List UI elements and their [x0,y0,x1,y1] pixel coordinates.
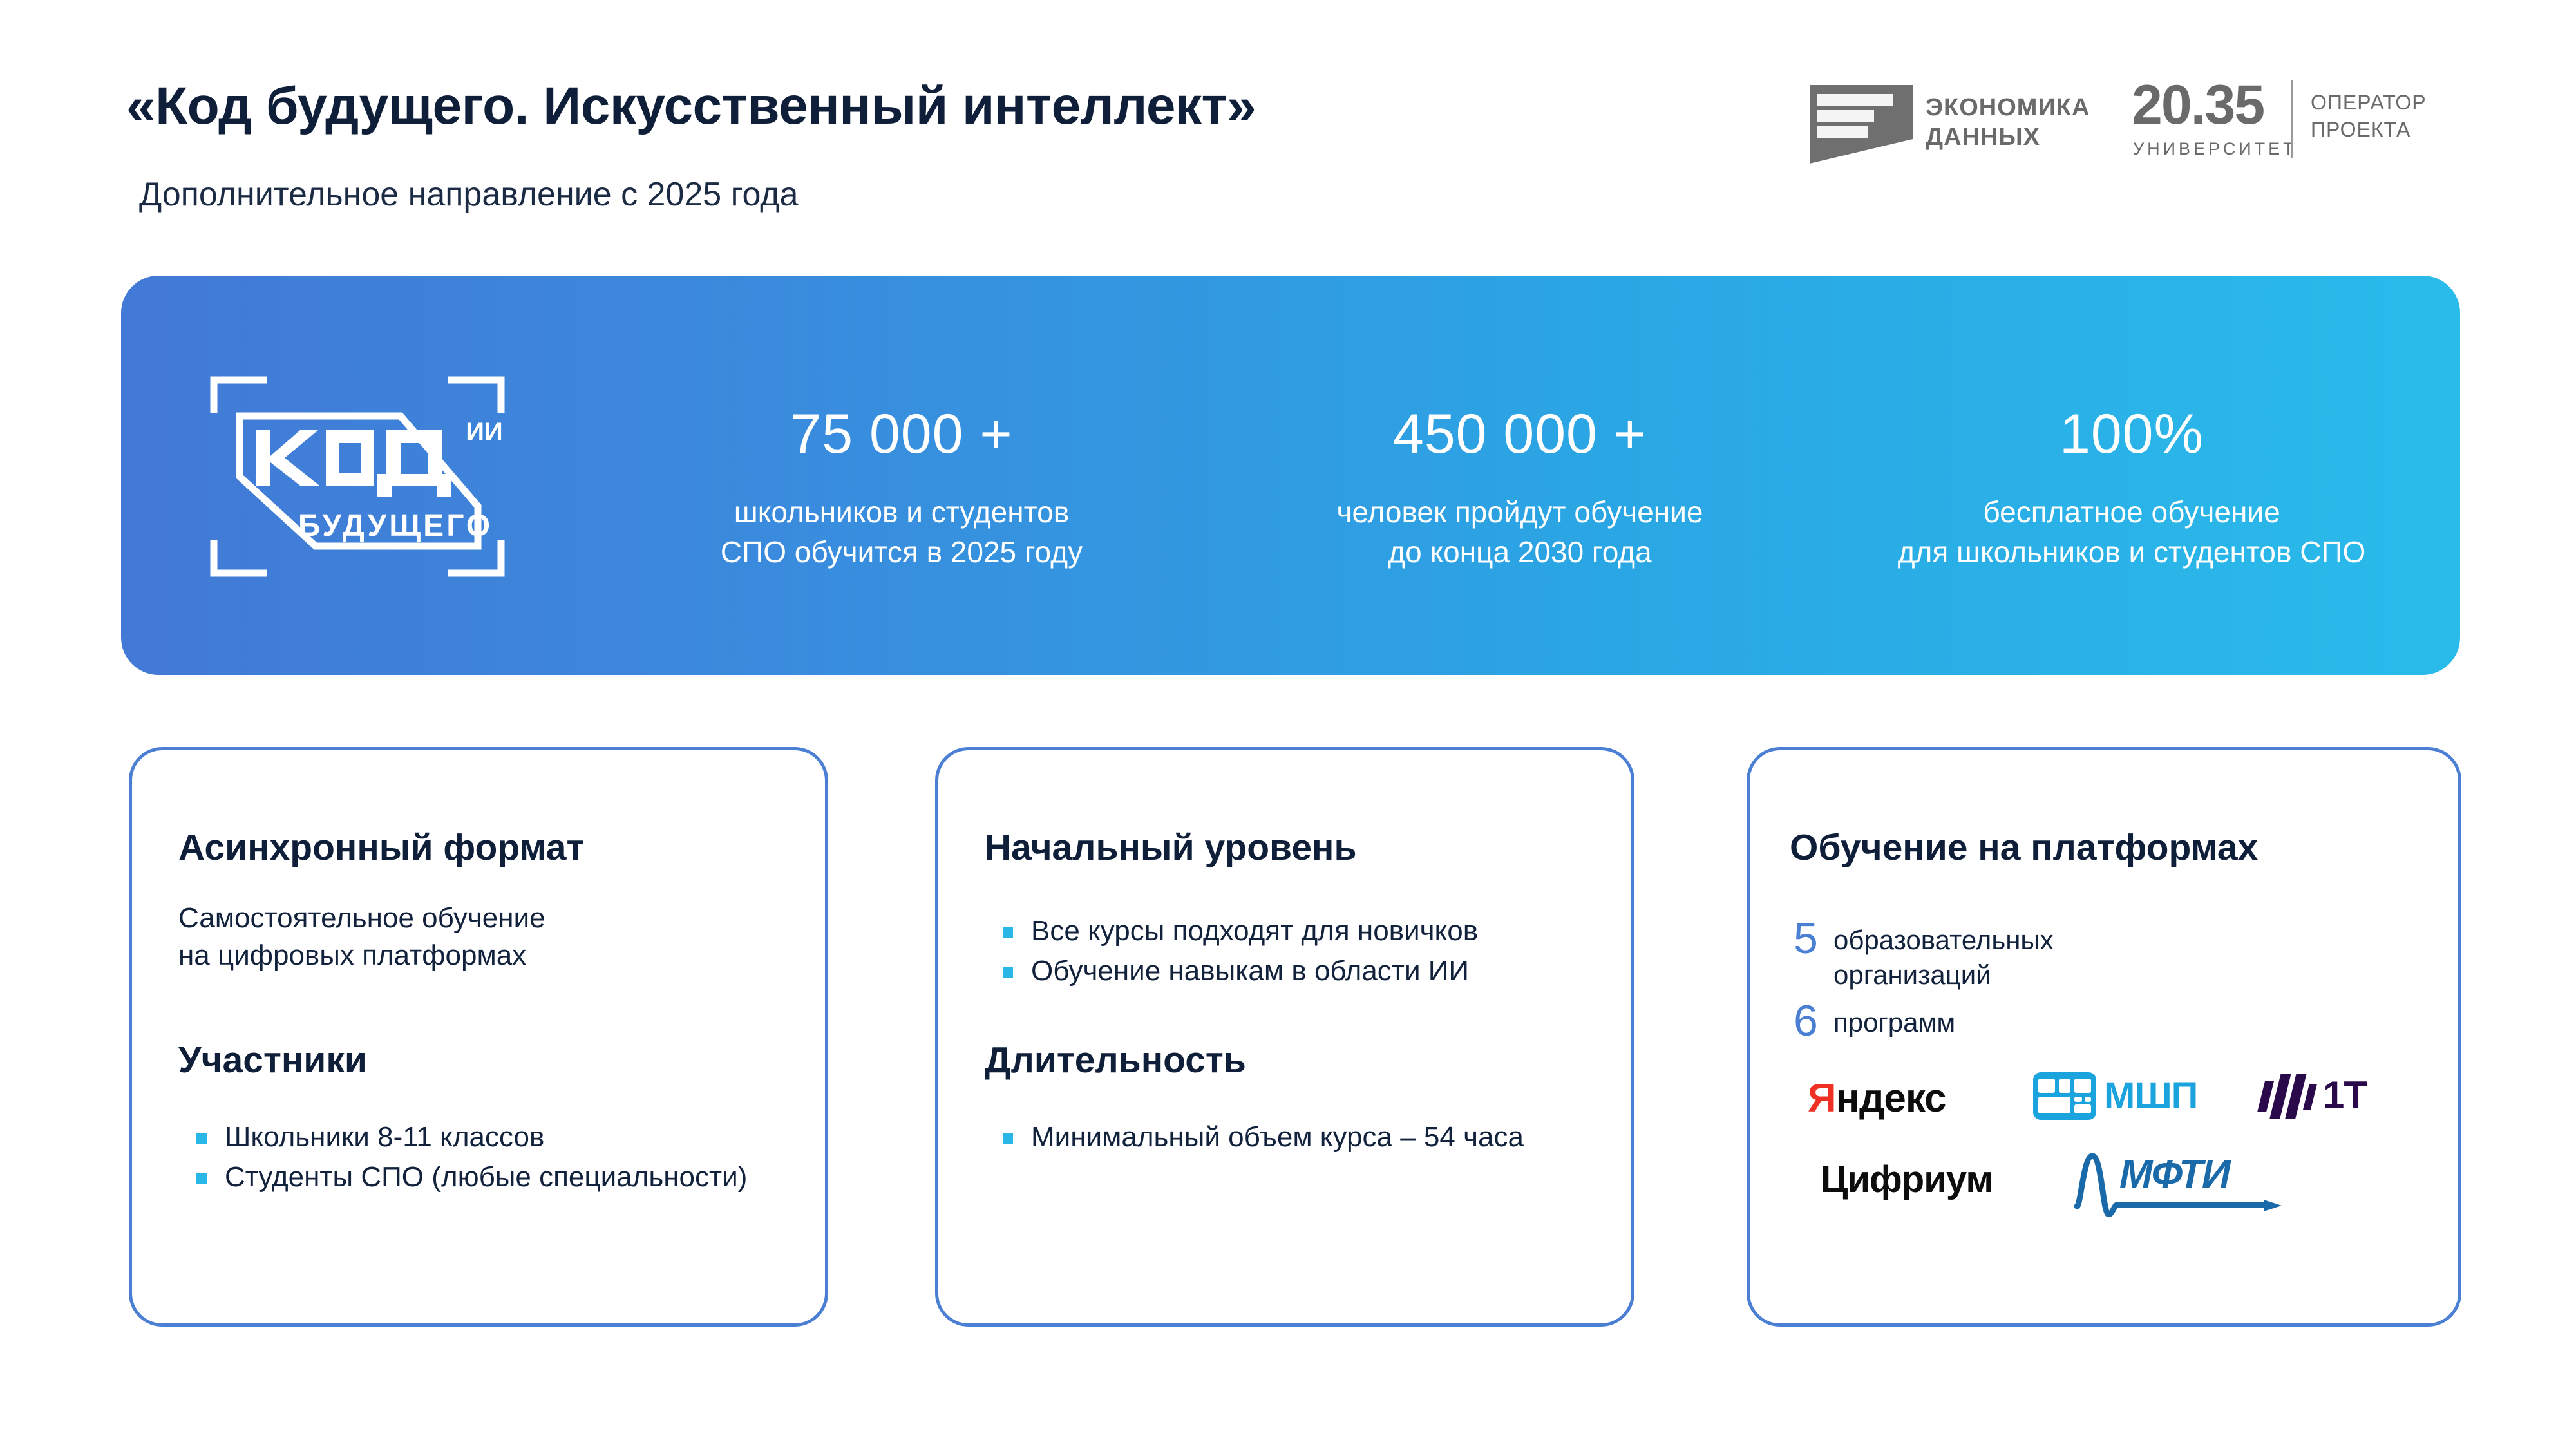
partner-logos-group: Яндекс МШП 1Т [1750,750,2465,1330]
economy-of-data-caption: ЭКОНОМИКА ДАННЫХ [1926,93,2090,152]
university-2035-word: УНИВЕРСИТЕТ [2133,139,2297,158]
list-item: Студенты СПО (любые специальности) [190,1159,757,1196]
card-learning-platforms: Обучение на платформах 5 образовательных… [1747,747,2461,1327]
card1-heading-format: Асинхронный формат [178,827,585,868]
stat-value-2: 450 000 + [1393,403,1647,465]
mfti-logo-text: МФТИ [2119,1152,2231,1197]
mshp-grid-icon [2033,1072,2096,1120]
count-number-programs: 6 [1794,996,1818,1045]
national-projects-text-lines [1817,94,1895,142]
stat-description-2-line2: до конца 2030 года [1388,535,1652,569]
stat-value-3: 100% [2060,403,2204,465]
stat-description-2-line1: человек пройдут обучение [1336,495,1703,529]
project-operator-line1: ОПЕРАТОР [2311,91,2427,114]
stat-description-1-line2: СПО обучится в 2025 году [720,535,1083,569]
card3-heading-platforms: Обучение на платформах [1790,827,2259,868]
mfti-logo: МФТИ [2072,1150,2284,1220]
stat-description-1-line1: школьников и студентов [734,495,1070,529]
count-row-programs: 6 программ [1794,996,2128,1045]
card2-heading-duration: Длительность [985,1039,1246,1081]
mfti-wave-icon [2074,1153,2282,1218]
1t-logo: 1Т [2257,1072,2367,1119]
kod-budushchego-wordmark: БУДУЩЕГО [298,509,493,543]
yandex-logo: Яндекс [1808,1076,1947,1121]
stat-description-3: бесплатное обучение для школьников и сту… [1887,492,2376,572]
page-header: «Код будущего. Искусственный интеллект» … [0,0,2576,258]
stat-block-3: 100% бесплатное обучение для школьников … [1887,403,2376,572]
list-item: Обучение навыкам в области ИИ [996,952,1576,990]
count-label-organizations: образовательных организаций [1833,925,2054,990]
project-operator-caption: ОПЕРАТОР ПРОЕКТА [2311,89,2427,143]
yandex-logo-text: ндекс [1835,1076,1947,1121]
card1-paragraph: Самостоятельное обучение на цифровых пла… [178,900,545,974]
card-beginner-level: Начальный уровень Все курсы подходят для… [935,747,1634,1327]
stat-block-2: 450 000 + человек пройдут обучение до ко… [1262,403,1777,572]
list-item: Школьники 8-11 классов [190,1119,757,1156]
page-subtitle: Дополнительное направление с 2025 года [139,176,799,213]
project-operator-line2: ПРОЕКТА [2311,118,2411,141]
1t-bars-icon [2257,1072,2318,1119]
yandex-logo-accent: Я [1808,1076,1837,1121]
stat-description-3-line1: бесплатное обучение [1983,495,2280,529]
university-2035-logo: 20.35 УНИВЕРСИТЕТ ОПЕРАТОР ПРОЕКТА [2132,74,2426,167]
stat-description-1: школьников и студентов СПО обучится в 20… [663,492,1140,572]
national-projects-logo: ЭКОНОМИКА ДАННЫХ [1810,84,2089,167]
card1-paragraph-line2: на цифровых платформах [178,940,527,971]
stat-block-1: 75 000 + школьников и студентов СПО обуч… [663,403,1140,572]
count-row-organizations: 5 образовательных организаций [1794,914,2128,992]
card1-heading-participants: Участники [178,1039,367,1081]
mshp-logo-text: МШП [2104,1075,2198,1117]
count-label-programs: программ [1833,1007,1956,1037]
card-asynchronous-format: Асинхронный формат Самостоятельное обуче… [129,747,828,1327]
stat-description-3-line2: для школьников и студентов СПО [1897,535,2366,569]
logo-divider [2291,80,2293,158]
list-item: Все курсы подходят для новичков [996,913,1576,950]
page-title: «Код будущего. Искусственный интеллект» [126,77,1256,135]
card1-paragraph-line1: Самостоятельное обучение [178,902,545,934]
economy-of-data-line2: ДАННЫХ [1926,124,2040,151]
card2-bullet-list-1: Все курсы подходят для новичков Обучение… [996,913,1576,992]
kod-budushchego-ai-badge: ИИ [466,418,503,446]
card1-bullet-list: Школьники 8-11 классов Студенты СПО (люб… [190,1119,757,1198]
stats-banner [121,276,2460,675]
mshp-logo: МШП [2033,1072,2198,1120]
count-number-organizations: 5 [1794,914,1818,963]
card2-bullet-list-2: Минимальный объем курса – 54 часа [996,1119,1550,1159]
stat-description-2: человек пройдут обучение до конца 2030 г… [1262,492,1777,572]
stat-value-1: 75 000 + [790,403,1013,465]
economy-of-data-line1: ЭКОНОМИКА [1926,94,2090,121]
card2-heading-level: Начальный уровень [985,827,1357,868]
1t-logo-text: 1Т [2323,1074,2367,1117]
university-2035-number: 20.35 [2132,74,2265,136]
cifrium-logo: Цифриум [1821,1159,1993,1200]
list-item: Минимальный объем курса – 54 часа [996,1119,1550,1156]
national-projects-flag-icon [1810,85,1913,164]
kod-budushchego-logo: ИИ БУДУЩЕГО [187,374,528,580]
